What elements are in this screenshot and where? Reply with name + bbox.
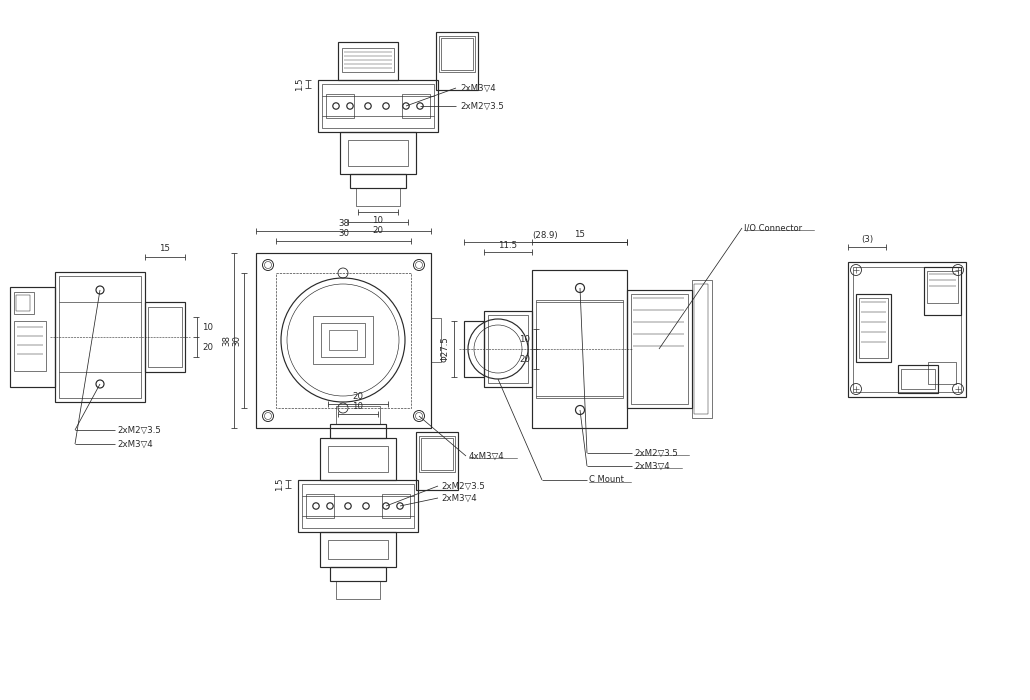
Bar — [10, 287, 55, 387]
Bar — [356, 188, 400, 206]
Text: 11.5: 11.5 — [499, 241, 517, 250]
Bar — [329, 330, 357, 350]
Bar — [313, 316, 373, 364]
Bar — [55, 272, 145, 402]
Bar — [14, 292, 34, 314]
Text: 4xM3▽4: 4xM3▽4 — [469, 452, 505, 461]
Bar — [627, 290, 692, 408]
Bar — [464, 321, 484, 377]
Text: 10: 10 — [202, 323, 213, 332]
Bar — [402, 94, 430, 118]
Bar — [16, 295, 30, 311]
Bar — [439, 36, 475, 72]
Bar — [145, 302, 185, 372]
Bar — [302, 484, 414, 528]
Bar — [421, 438, 453, 470]
Text: 38: 38 — [222, 335, 231, 346]
Bar — [382, 494, 410, 518]
Bar — [859, 298, 888, 358]
Bar — [348, 140, 408, 166]
Bar — [924, 267, 961, 315]
Bar — [327, 94, 354, 118]
Bar — [298, 480, 418, 532]
Bar — [350, 174, 406, 188]
Text: 10: 10 — [352, 402, 364, 411]
Text: 2xM2▽3.5: 2xM2▽3.5 — [117, 426, 161, 435]
Bar — [59, 276, 141, 398]
Bar — [336, 581, 380, 599]
Text: 1.5: 1.5 — [275, 477, 284, 491]
Bar — [856, 294, 891, 362]
Bar — [256, 253, 431, 428]
Text: (28.9): (28.9) — [533, 231, 558, 240]
Bar — [853, 267, 961, 392]
Bar — [14, 321, 46, 371]
Bar — [338, 42, 398, 80]
Bar — [321, 323, 365, 357]
Bar — [488, 315, 528, 383]
Text: 20: 20 — [519, 354, 530, 363]
Bar — [328, 446, 388, 472]
Bar — [694, 284, 708, 414]
Bar — [536, 300, 623, 398]
Bar — [441, 38, 473, 70]
Text: 2xM3▽4: 2xM3▽4 — [460, 83, 495, 92]
Bar — [330, 567, 386, 581]
Bar — [330, 424, 386, 438]
Bar — [431, 318, 441, 362]
Bar — [320, 532, 396, 567]
Bar — [901, 369, 935, 389]
Bar — [436, 32, 478, 90]
Text: 2xM2▽3.5: 2xM2▽3.5 — [634, 449, 678, 458]
Text: 20: 20 — [373, 226, 383, 235]
Bar — [336, 406, 380, 424]
Bar — [148, 307, 182, 367]
Text: C Mount: C Mount — [589, 475, 624, 484]
Bar — [631, 294, 688, 404]
Text: (3): (3) — [861, 235, 873, 244]
Text: Φ27.5: Φ27.5 — [441, 336, 450, 362]
Text: 10: 10 — [373, 216, 383, 225]
Bar — [928, 362, 956, 384]
Bar — [322, 84, 434, 128]
Text: 30: 30 — [232, 335, 241, 346]
Text: 2xM3▽4: 2xM3▽4 — [117, 440, 152, 449]
Bar — [898, 365, 938, 393]
Text: 30: 30 — [338, 229, 349, 238]
Text: 2xM2▽3.5: 2xM2▽3.5 — [441, 482, 485, 491]
Bar — [320, 438, 396, 480]
Bar — [340, 132, 416, 174]
Text: 15: 15 — [574, 230, 585, 239]
Text: 2xM2▽3.5: 2xM2▽3.5 — [460, 102, 504, 111]
Text: 10: 10 — [519, 335, 530, 344]
Text: 2xM3▽4: 2xM3▽4 — [634, 461, 670, 470]
Bar — [484, 311, 533, 387]
Bar — [533, 270, 627, 428]
Text: 15: 15 — [160, 244, 171, 253]
Bar — [276, 273, 411, 408]
Bar — [692, 280, 712, 418]
Text: 2xM3▽4: 2xM3▽4 — [441, 494, 477, 503]
Bar — [927, 271, 958, 303]
Text: 20: 20 — [352, 392, 364, 401]
Bar — [848, 262, 966, 397]
Bar — [318, 80, 438, 132]
Bar — [419, 436, 455, 472]
Text: I/O Connector: I/O Connector — [744, 223, 802, 232]
Bar — [416, 432, 458, 490]
Text: 1.5: 1.5 — [295, 77, 304, 91]
Bar — [342, 48, 394, 72]
Text: 38: 38 — [338, 219, 349, 228]
Bar — [306, 494, 334, 518]
Text: 20: 20 — [202, 342, 213, 351]
Bar — [328, 540, 388, 559]
